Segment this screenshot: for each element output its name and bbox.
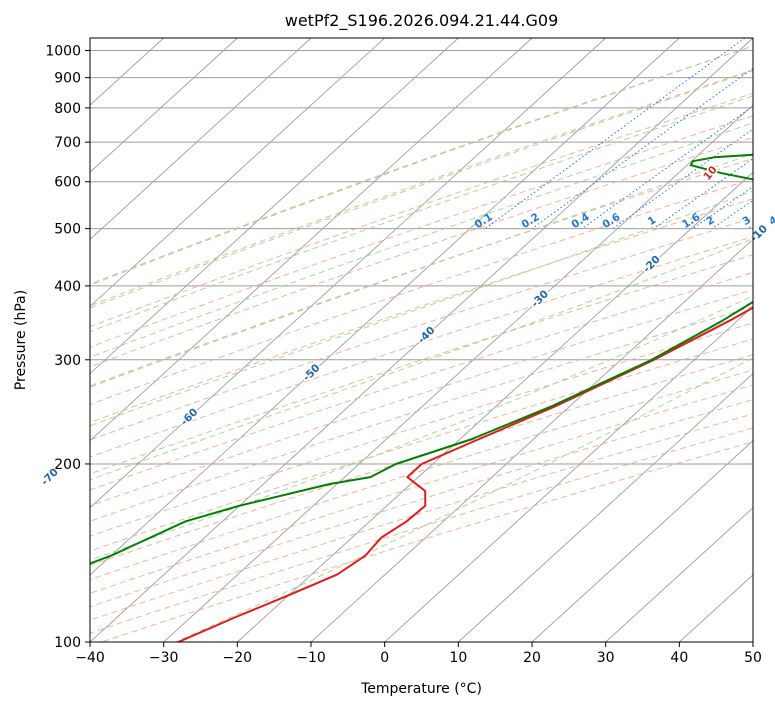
mixing-ratio-line	[653, 158, 753, 230]
x-tick-label: −20	[223, 650, 253, 666]
isotherm-line	[605, 507, 753, 642]
axis-ticks: −40 −30 −20 −10 0 10 20 30 40 50 100 200 300 400 500 60…	[45, 44, 762, 666]
dewpoint-profile-line	[90, 153, 753, 565]
moist-adiabat-line	[90, 295, 753, 561]
y-tick-label: 500	[54, 222, 81, 238]
dry-adiabat-line	[90, 217, 753, 441]
y-tick-label: 400	[54, 279, 81, 295]
moist-adiabat-line	[90, 122, 753, 358]
dry-adiabat-line	[90, 271, 753, 491]
x-axis-label: Temperature (°C)	[360, 681, 482, 697]
dry-adiabat-line	[90, 69, 753, 307]
isotherm-line	[90, 38, 459, 375]
mixing-ratio-line	[485, 38, 746, 230]
isotherm-line	[458, 372, 753, 642]
x-tick-label: −30	[149, 650, 179, 666]
x-tick-label: 10	[449, 650, 467, 666]
isotherm-line	[163, 104, 753, 642]
isotherm-line	[90, 38, 753, 642]
dry-adiabat-line	[90, 236, 753, 458]
chart-title: wetPf2_S196.2026.094.21.44.G09	[285, 11, 559, 31]
dry-adiabat-line	[90, 322, 753, 537]
y-tick-label: 1000	[45, 44, 81, 60]
dry-adiabat-line	[90, 178, 753, 405]
sounding-profiles	[90, 153, 753, 642]
x-tick-label: −10	[296, 650, 326, 666]
mixing-ratio-label: 4	[767, 214, 775, 228]
isotherm-line	[310, 238, 753, 642]
isotherm-line	[90, 38, 385, 308]
moist-adiabat-line	[90, 45, 753, 286]
dry-adiabat-line	[90, 369, 753, 581]
y-tick-label: 800	[54, 101, 81, 117]
x-tick-label: 30	[597, 650, 615, 666]
isotherm-line	[531, 440, 753, 642]
x-tick-label: 20	[523, 650, 541, 666]
isotherm-line	[90, 38, 533, 442]
dry-adiabat-line	[90, 92, 753, 328]
y-tick-label: 900	[54, 71, 81, 87]
isotherm-line	[384, 305, 753, 642]
moist-adiabat-line	[90, 70, 753, 309]
moist-adiabat-line	[90, 153, 753, 388]
dry-adiabat-line	[90, 354, 753, 566]
x-tick-label: 40	[670, 650, 688, 666]
y-tick-label: 300	[54, 353, 81, 369]
y-tick-label: 100	[54, 635, 81, 651]
isotherm-line	[237, 171, 753, 642]
background-grid	[90, 38, 753, 642]
isotherm-line	[90, 38, 312, 240]
x-tick-label: −40	[75, 650, 105, 666]
dry-adiabat-line	[90, 306, 753, 522]
moist-adiabat-line	[90, 190, 753, 427]
mixing-ratio-line	[531, 67, 753, 230]
isotherm-line	[90, 38, 238, 173]
y-tick-label: 200	[54, 457, 81, 473]
dry-adiabat-line	[90, 115, 753, 348]
y-tick-label: 700	[54, 135, 81, 151]
y-tick-label: 600	[54, 175, 81, 191]
x-tick-label: 0	[380, 650, 389, 666]
plot-frame	[89, 37, 754, 643]
temperature-profile-line	[178, 306, 753, 642]
isotherm-line	[90, 38, 606, 509]
isotherm-line	[90, 38, 680, 576]
x-tick-label: 50	[744, 650, 762, 666]
y-axis-label: Pressure (hPa)	[13, 290, 29, 390]
